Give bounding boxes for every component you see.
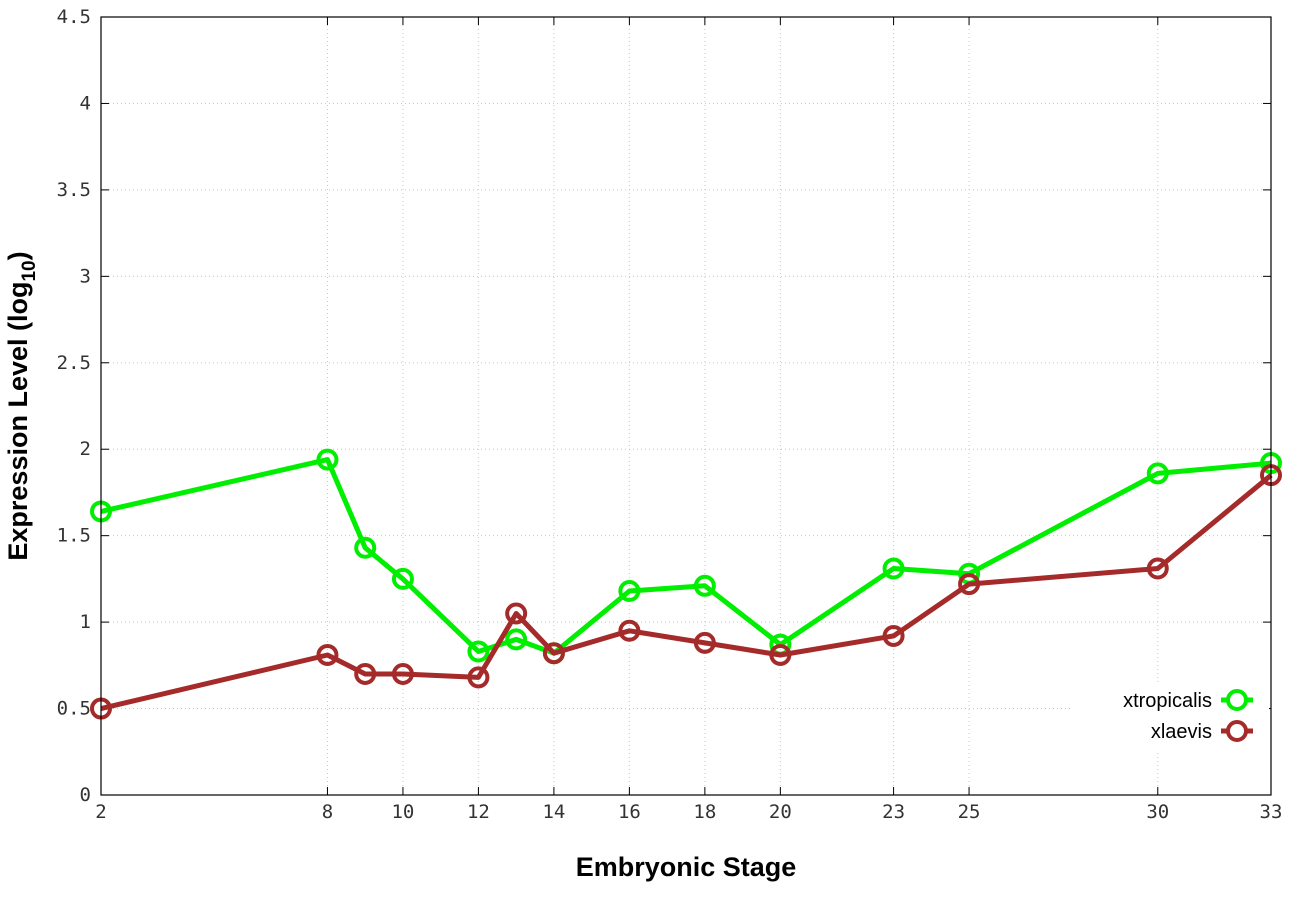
data-point-xlaevis (958, 573, 981, 596)
data-point-xlaevis (618, 619, 641, 642)
y-tick-labels: 0 0.5 1 1.5 2 2.5 3 3.5 4 4.5 (57, 6, 91, 806)
data-point-xlaevis (467, 666, 490, 689)
y-tick-label: 1.5 (57, 525, 91, 547)
plot-frame (100, 16, 1272, 796)
data-point-xlaevis (505, 602, 528, 625)
data-point-xtropicalis (882, 557, 905, 580)
legend-label-xtropicalis: xtropicalis (1123, 690, 1212, 712)
legend-marker-xtropicalis (1226, 689, 1248, 711)
y-tick-label: 0 (80, 784, 91, 806)
y-axis-title: Expression Level (log10) (3, 251, 40, 560)
legend-label-xlaevis: xlaevis (1151, 721, 1212, 743)
x-tick-label: 30 (1146, 801, 1169, 823)
data-point-xlaevis (769, 643, 792, 666)
data-point-xlaevis (693, 631, 716, 654)
x-tick-label: 12 (467, 801, 490, 823)
series-line-xtropicalis (100, 457, 1272, 656)
grid (100, 16, 1272, 796)
x-tick-label: 18 (693, 801, 716, 823)
y-tick-label: 2 (80, 438, 91, 460)
y-tick-label: 3 (80, 265, 91, 287)
data-point-xtropicalis (391, 567, 414, 590)
x-axis-title: Embryonic Stage (576, 852, 797, 882)
y-tick-label: 1 (80, 611, 91, 633)
data-point-xtropicalis (354, 536, 377, 559)
legend-marker-xlaevis (1226, 720, 1248, 742)
data-point-xlaevis (391, 662, 414, 685)
y-tick-label: 3.5 (57, 179, 91, 201)
x-tick-labels: 2 8 10 12 14 16 18 20 23 25 30 33 (95, 801, 1282, 823)
y-tick-label: 2.5 (57, 352, 91, 374)
x-tick-label: 16 (618, 801, 641, 823)
data-point-xlaevis (316, 643, 339, 666)
series-group (90, 448, 1282, 720)
x-tick-label: 20 (769, 801, 792, 823)
x-tick-label: 33 (1260, 801, 1283, 823)
axis-ticks (100, 16, 1272, 796)
legend: xtropicalis xlaevis (1072, 682, 1269, 752)
data-point-xlaevis (354, 662, 377, 685)
y-tick-label: 4.5 (57, 6, 91, 28)
data-point-xtropicalis (693, 574, 716, 597)
x-tick-label: 14 (542, 801, 565, 823)
data-point-xtropicalis (618, 579, 641, 602)
x-tick-label: 25 (958, 801, 981, 823)
data-point-xtropicalis (505, 628, 528, 651)
x-tick-label: 23 (882, 801, 905, 823)
data-point-xtropicalis (1146, 462, 1169, 485)
data-point-xlaevis (542, 642, 565, 665)
data-point-xlaevis (1146, 557, 1169, 580)
data-point-xtropicalis (316, 448, 339, 471)
y-tick-label: 0.5 (57, 698, 91, 720)
series-xtropicalis (90, 448, 1282, 665)
data-point-xlaevis (882, 624, 905, 647)
x-tick-label: 2 (95, 801, 106, 823)
data-point-xtropicalis (467, 640, 490, 663)
y-axis-title-subscript: 10 (19, 260, 40, 281)
y-tick-label: 4 (80, 92, 91, 114)
x-tick-label: 10 (391, 801, 414, 823)
series-line-xlaevis (100, 473, 1273, 712)
x-tick-label: 8 (322, 801, 333, 823)
